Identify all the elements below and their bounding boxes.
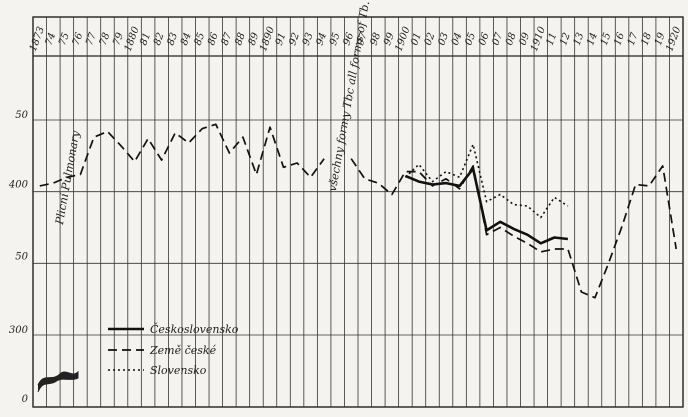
y-tick-label: 300 bbox=[9, 325, 29, 336]
x-tick-label: 77 bbox=[84, 31, 99, 47]
x-tick-label: 81 bbox=[138, 31, 153, 47]
legend-label: Slovensko bbox=[150, 364, 207, 377]
x-tick-label: 88 bbox=[233, 31, 248, 47]
x-tick-label: 89 bbox=[247, 31, 262, 47]
x-tick-label: 95 bbox=[328, 31, 343, 47]
series-line-dotted bbox=[404, 143, 569, 219]
x-tick-label: 79 bbox=[111, 31, 126, 47]
legend-label: Československo bbox=[150, 322, 239, 336]
x-tick-label: 12 bbox=[558, 31, 573, 47]
x-tick-label: 03 bbox=[436, 31, 451, 47]
x-tick-label: 85 bbox=[193, 31, 208, 47]
x-tick-label: 78 bbox=[98, 31, 113, 47]
x-tick-label: 93 bbox=[301, 31, 316, 47]
legend: Československo Země české Slovensko bbox=[108, 322, 239, 377]
x-tick-label: 94 bbox=[314, 31, 329, 47]
x-tick-label: 86 bbox=[206, 31, 221, 47]
x-tick-label: 98 bbox=[369, 31, 384, 47]
x-tick-label: 84 bbox=[179, 31, 194, 47]
y-tick-label: 400 bbox=[8, 180, 29, 191]
x-tick-label: 01 bbox=[409, 31, 424, 47]
x-tick-label: 09 bbox=[518, 31, 533, 47]
x-tick-label: 87 bbox=[220, 31, 235, 47]
x-tick-label: 05 bbox=[463, 31, 478, 47]
y-tick-label: 0 bbox=[22, 394, 29, 405]
x-tick-label: 14 bbox=[585, 31, 600, 47]
x-tick-label: 07 bbox=[490, 31, 505, 47]
x-tick-label: 11 bbox=[545, 31, 560, 47]
x-tick-label: 92 bbox=[287, 31, 302, 47]
x-tick-label: 96 bbox=[342, 31, 357, 47]
x-tick-label: 13 bbox=[572, 31, 587, 47]
x-tick-label: 17 bbox=[626, 31, 641, 47]
x-tick-label: 02 bbox=[423, 31, 438, 47]
corner-scribble bbox=[37, 370, 79, 393]
x-tick-label: 83 bbox=[165, 31, 180, 47]
series-line-dashed bbox=[39, 123, 678, 299]
x-tick-label: 06 bbox=[477, 31, 492, 47]
x-tick-label: 76 bbox=[71, 31, 86, 47]
x-tick-label: 04 bbox=[450, 31, 465, 47]
x-tick-label: 15 bbox=[599, 31, 614, 47]
x-tick-label: 74 bbox=[44, 31, 59, 47]
x-tick-label: 97 bbox=[355, 31, 370, 47]
x-tick-label: 82 bbox=[152, 31, 167, 47]
series-lines bbox=[39, 123, 678, 299]
tick-labels: 1873747576777879188081828384858687888918… bbox=[8, 25, 684, 405]
y-tick-label: 50 bbox=[15, 110, 28, 121]
y-tick-label: 50 bbox=[15, 251, 28, 262]
x-tick-label: 75 bbox=[57, 31, 72, 47]
x-tick-label: 99 bbox=[382, 31, 397, 47]
x-tick-label: 08 bbox=[504, 31, 519, 47]
x-tick-label: 18 bbox=[639, 31, 654, 47]
x-tick-label: 19 bbox=[653, 31, 668, 47]
x-tick-label: 91 bbox=[274, 31, 289, 47]
legend-label: Země české bbox=[149, 344, 217, 357]
x-tick-label: 16 bbox=[612, 31, 627, 47]
